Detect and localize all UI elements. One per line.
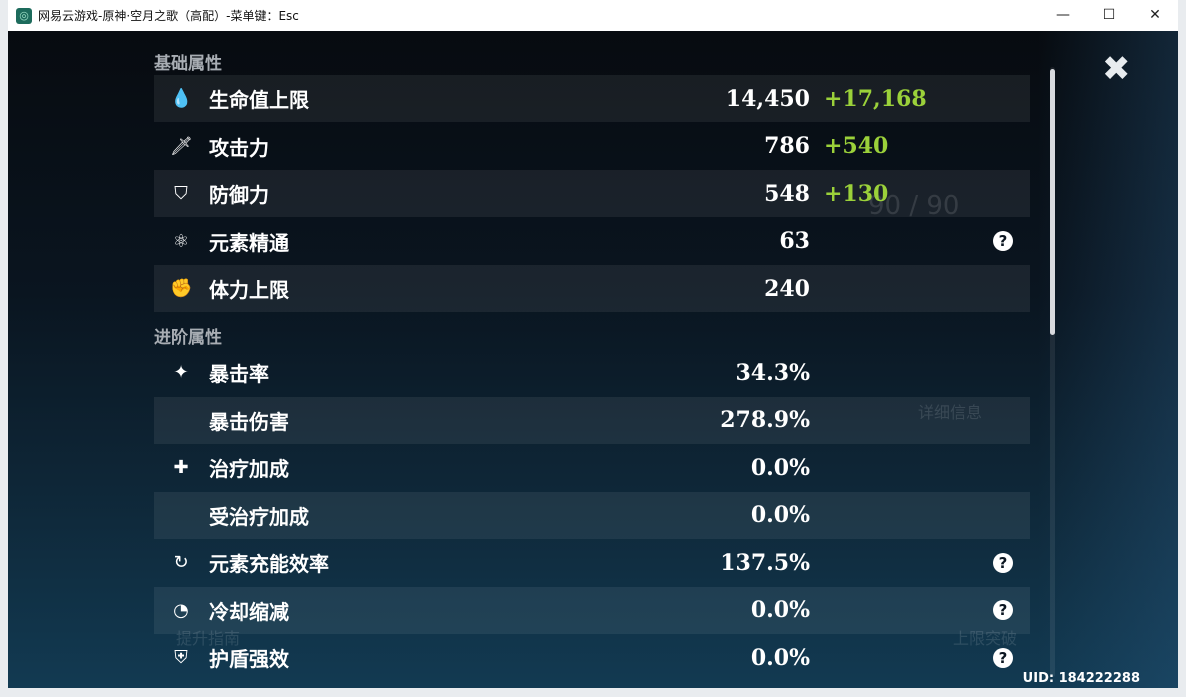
stat-value: 0.0% (750, 644, 810, 671)
stat-label: 护盾强效 (209, 647, 289, 671)
stat-value: 240 (764, 275, 810, 302)
basic-stats-header: 基础属性 (154, 54, 222, 74)
stat-value: 0.0% (750, 597, 810, 623)
stat-row: ✚ 治疗加成 0.0% (154, 444, 1030, 491)
stat-label: 元素充能效率 (209, 552, 329, 576)
stat-label: 元素精通 (209, 230, 289, 255)
stat-label: 体力上限 (209, 278, 289, 302)
stamina-icon: ✊ (170, 278, 193, 299)
stat-row: ✦ 暴击率 34.3% (154, 349, 1030, 396)
stat-row: ↻ 元素充能效率 137.5%? (154, 539, 1030, 586)
close-panel-button[interactable]: ✖ (1102, 49, 1131, 89)
help-icon[interactable]: ? (993, 600, 1013, 620)
bg-ascend-button: 上限突破 (953, 629, 1018, 648)
stat-label: 治疗加成 (209, 457, 289, 481)
window-title: 网易云游戏-原神·空月之歌（高配）-菜单键：Esc (38, 9, 299, 23)
stat-label: 受治疗加成 (209, 504, 309, 529)
maximize-button[interactable]: ☐ (1102, 7, 1116, 23)
help-icon[interactable]: ? (993, 231, 1013, 251)
stat-label: 暴击率 (209, 362, 269, 386)
elemental-mastery-icon: ⚛ (172, 230, 190, 252)
cooldown-icon: ◔ (173, 599, 189, 621)
stat-row: ⚛ 元素精通 63? (154, 218, 1030, 265)
advanced-stats-header: 进阶属性 (154, 328, 222, 348)
window-titlebar: ◎ 网易云游戏-原神·空月之歌（高配）-菜单键：Esc — ☐ ✕ (8, 0, 1178, 31)
help-icon[interactable]: ? (993, 647, 1013, 668)
minimize-button[interactable]: — (1056, 7, 1070, 23)
stat-bonus: +17,168 (824, 85, 927, 112)
hp-drop-icon: 💧 (170, 88, 193, 109)
stat-label: 生命值上限 (209, 88, 309, 112)
healing-cross-icon: ✚ (173, 457, 189, 478)
stat-value: 548 (764, 180, 810, 207)
stat-row: 💧 生命值上限 14,450 +17,168 (154, 75, 1030, 122)
stat-value: 0.0% (750, 454, 810, 481)
stat-row: ◔ 冷却缩减 0.0%? (154, 586, 1030, 634)
stat-value: 278.9% (720, 407, 810, 433)
shield-strength-icon: ⛨ (174, 647, 188, 668)
shield-icon: ⛉ (174, 183, 188, 204)
close-window-button[interactable]: ✕ (1149, 7, 1161, 23)
bg-details-button: 详细信息 (918, 403, 983, 422)
stat-bonus: +130 (824, 180, 889, 207)
stat-row: ⛨ 护盾强效 0.0%? (154, 634, 1030, 681)
background-glow (1038, 31, 1178, 688)
stat-label: 防御力 (209, 183, 269, 207)
stat-value: 137.5% (720, 549, 810, 576)
sword-icon: 🗡 (170, 135, 193, 157)
stat-label: 暴击伤害 (209, 409, 289, 434)
crit-rate-icon: ✦ (173, 362, 189, 383)
stat-row: ✊ 体力上限 240 (154, 265, 1030, 312)
stat-value: 14,450 (725, 85, 810, 112)
stat-row: ⛉ 防御力 548 +130 (154, 170, 1030, 217)
uid-label: UID: 184222288 (1022, 671, 1140, 686)
scrollbar-thumb[interactable] (1050, 69, 1055, 335)
stat-row: 暴击伤害 278.9% (154, 396, 1030, 444)
game-viewport[interactable]: 90 / 90 详细信息 提升指南 上限突破 基础属性 💧 生命值上限 14,450… (8, 31, 1178, 688)
stat-value: 0.0% (750, 502, 810, 528)
app-logo-icon: ◎ (16, 7, 32, 24)
bg-guide-button: 提升指南 (176, 629, 241, 648)
bg-level: 90 / 90 (868, 191, 960, 221)
stat-label: 攻击力 (209, 135, 269, 160)
stat-row: 受治疗加成 0.0% (154, 491, 1030, 539)
stat-row: 🗡 攻击力 786 +540 (154, 123, 1030, 170)
stat-value: 786 (764, 133, 810, 159)
stat-value: 34.3% (735, 359, 811, 386)
scrollbar-track[interactable] (1050, 67, 1055, 677)
help-icon[interactable]: ? (993, 552, 1013, 573)
stat-bonus: +540 (824, 133, 889, 159)
energy-recharge-icon: ↻ (173, 552, 189, 573)
stat-value: 63 (779, 228, 810, 254)
stat-label: 冷却缩减 (209, 599, 289, 624)
